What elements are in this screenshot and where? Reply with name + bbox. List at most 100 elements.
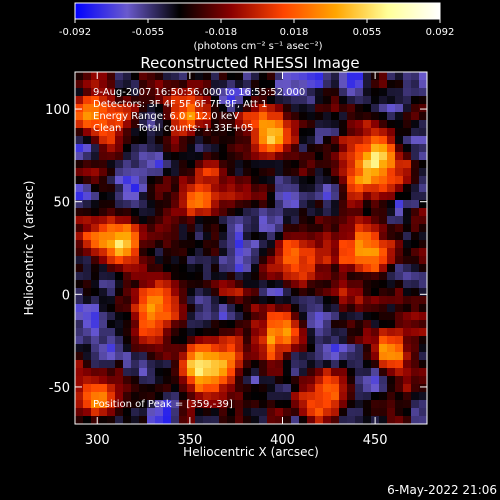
- heatmap-cell: [395, 304, 404, 313]
- heatmap-cell: [203, 280, 212, 289]
- heatmap-cell: [219, 272, 228, 281]
- heatmap-cell: [123, 152, 132, 161]
- heatmap-cell: [355, 296, 364, 305]
- heatmap-cell: [155, 344, 164, 353]
- heatmap-cell: [323, 104, 332, 113]
- heatmap-cell: [283, 80, 292, 89]
- heatmap-cell: [163, 360, 172, 369]
- heatmap-cell: [235, 328, 244, 337]
- heatmap-cell: [107, 272, 116, 281]
- heatmap-cell: [347, 120, 356, 129]
- heatmap-cell: [155, 304, 164, 313]
- heatmap-cell: [203, 328, 212, 337]
- heatmap-cell: [187, 208, 196, 217]
- heatmap-cell: [83, 328, 92, 337]
- heatmap-cell: [163, 240, 172, 249]
- heatmap-cell: [227, 368, 236, 377]
- heatmap-cell: [251, 216, 260, 225]
- heatmap-cell: [139, 144, 148, 153]
- heatmap-cell: [395, 160, 404, 169]
- heatmap-cell: [363, 416, 372, 424]
- heatmap-cell: [123, 192, 132, 201]
- heatmap-cell: [171, 400, 180, 409]
- heatmap-cell: [403, 168, 412, 177]
- heatmap-cell: [91, 192, 100, 201]
- heatmap-cell: [395, 408, 404, 417]
- heatmap-cell: [203, 224, 212, 233]
- heatmap-cell: [131, 248, 140, 257]
- heatmap-cell: [299, 392, 308, 401]
- heatmap-cell: [275, 160, 284, 169]
- heatmap-cell: [363, 296, 372, 305]
- heatmap-cell: [195, 104, 204, 113]
- heatmap-cell: [283, 112, 292, 121]
- heatmap-cell: [339, 272, 348, 281]
- heatmap-cell: [235, 136, 244, 145]
- heatmap-cell: [195, 360, 204, 369]
- heatmap-cell: [419, 200, 427, 209]
- heatmap-cell: [179, 272, 188, 281]
- heatmap-cell: [203, 136, 212, 145]
- heatmap-cell: [203, 352, 212, 361]
- heatmap-cell: [91, 184, 100, 193]
- heatmap-cell: [363, 312, 372, 321]
- heatmap-cell: [299, 232, 308, 241]
- heatmap-cell: [387, 328, 396, 337]
- heatmap-cell: [283, 256, 292, 265]
- heatmap-cell: [283, 408, 292, 417]
- heatmap-cell: [379, 304, 388, 313]
- heatmap-cell: [315, 120, 324, 129]
- heatmap-cell: [243, 344, 252, 353]
- heatmap-cell: [387, 192, 396, 201]
- heatmap-cell: [379, 368, 388, 377]
- heatmap-cell: [91, 320, 100, 329]
- heatmap-cell: [363, 392, 372, 401]
- heatmap-cell: [299, 264, 308, 273]
- heatmap-cell: [259, 312, 268, 321]
- heatmap-cell: [283, 128, 292, 137]
- heatmap-cell: [179, 344, 188, 353]
- heatmap-cell: [171, 232, 180, 241]
- heatmap-cell: [227, 264, 236, 273]
- heatmap-cell: [155, 336, 164, 345]
- heatmap-cell: [211, 160, 220, 169]
- heatmap-cell: [395, 96, 404, 105]
- heatmap-cell: [187, 264, 196, 273]
- heatmap-cell: [307, 88, 316, 97]
- heatmap-cell: [371, 280, 380, 289]
- heatmap-cell: [227, 304, 236, 313]
- heatmap-cell: [275, 200, 284, 209]
- heatmap-cell: [91, 80, 100, 89]
- heatmap-cell: [179, 184, 188, 193]
- heatmap-cell: [203, 240, 212, 249]
- heatmap-cell: [195, 256, 204, 265]
- heatmap-cell: [203, 360, 212, 369]
- heatmap-cell: [259, 264, 268, 273]
- heatmap-cell: [107, 152, 116, 161]
- heatmap-cell: [115, 80, 124, 89]
- heatmap-cell: [339, 248, 348, 257]
- heatmap-cell: [307, 368, 316, 377]
- heatmap-cell: [323, 216, 332, 225]
- heatmap-cell: [187, 384, 196, 393]
- heatmap-cell: [411, 320, 420, 329]
- heatmap-cell: [99, 344, 108, 353]
- heatmap-cell: [147, 240, 156, 249]
- heatmap-cell: [363, 184, 372, 193]
- heatmap-cell: [355, 344, 364, 353]
- heatmap-cell: [371, 392, 380, 401]
- heatmap-cell: [307, 96, 316, 105]
- heatmap-cell: [155, 184, 164, 193]
- heatmap-cell: [379, 248, 388, 257]
- heatmap-cell: [315, 192, 324, 201]
- heatmap-cell: [419, 248, 427, 257]
- heatmap-cell: [371, 328, 380, 337]
- heatmap-cell: [267, 392, 276, 401]
- heatmap-cell: [411, 312, 420, 321]
- heatmap-cell: [355, 400, 364, 409]
- heatmap-cell: [283, 312, 292, 321]
- heatmap-cell: [211, 264, 220, 273]
- heatmap-cell: [347, 240, 356, 249]
- heatmap-cell: [315, 168, 324, 177]
- heatmap-cell: [275, 152, 284, 161]
